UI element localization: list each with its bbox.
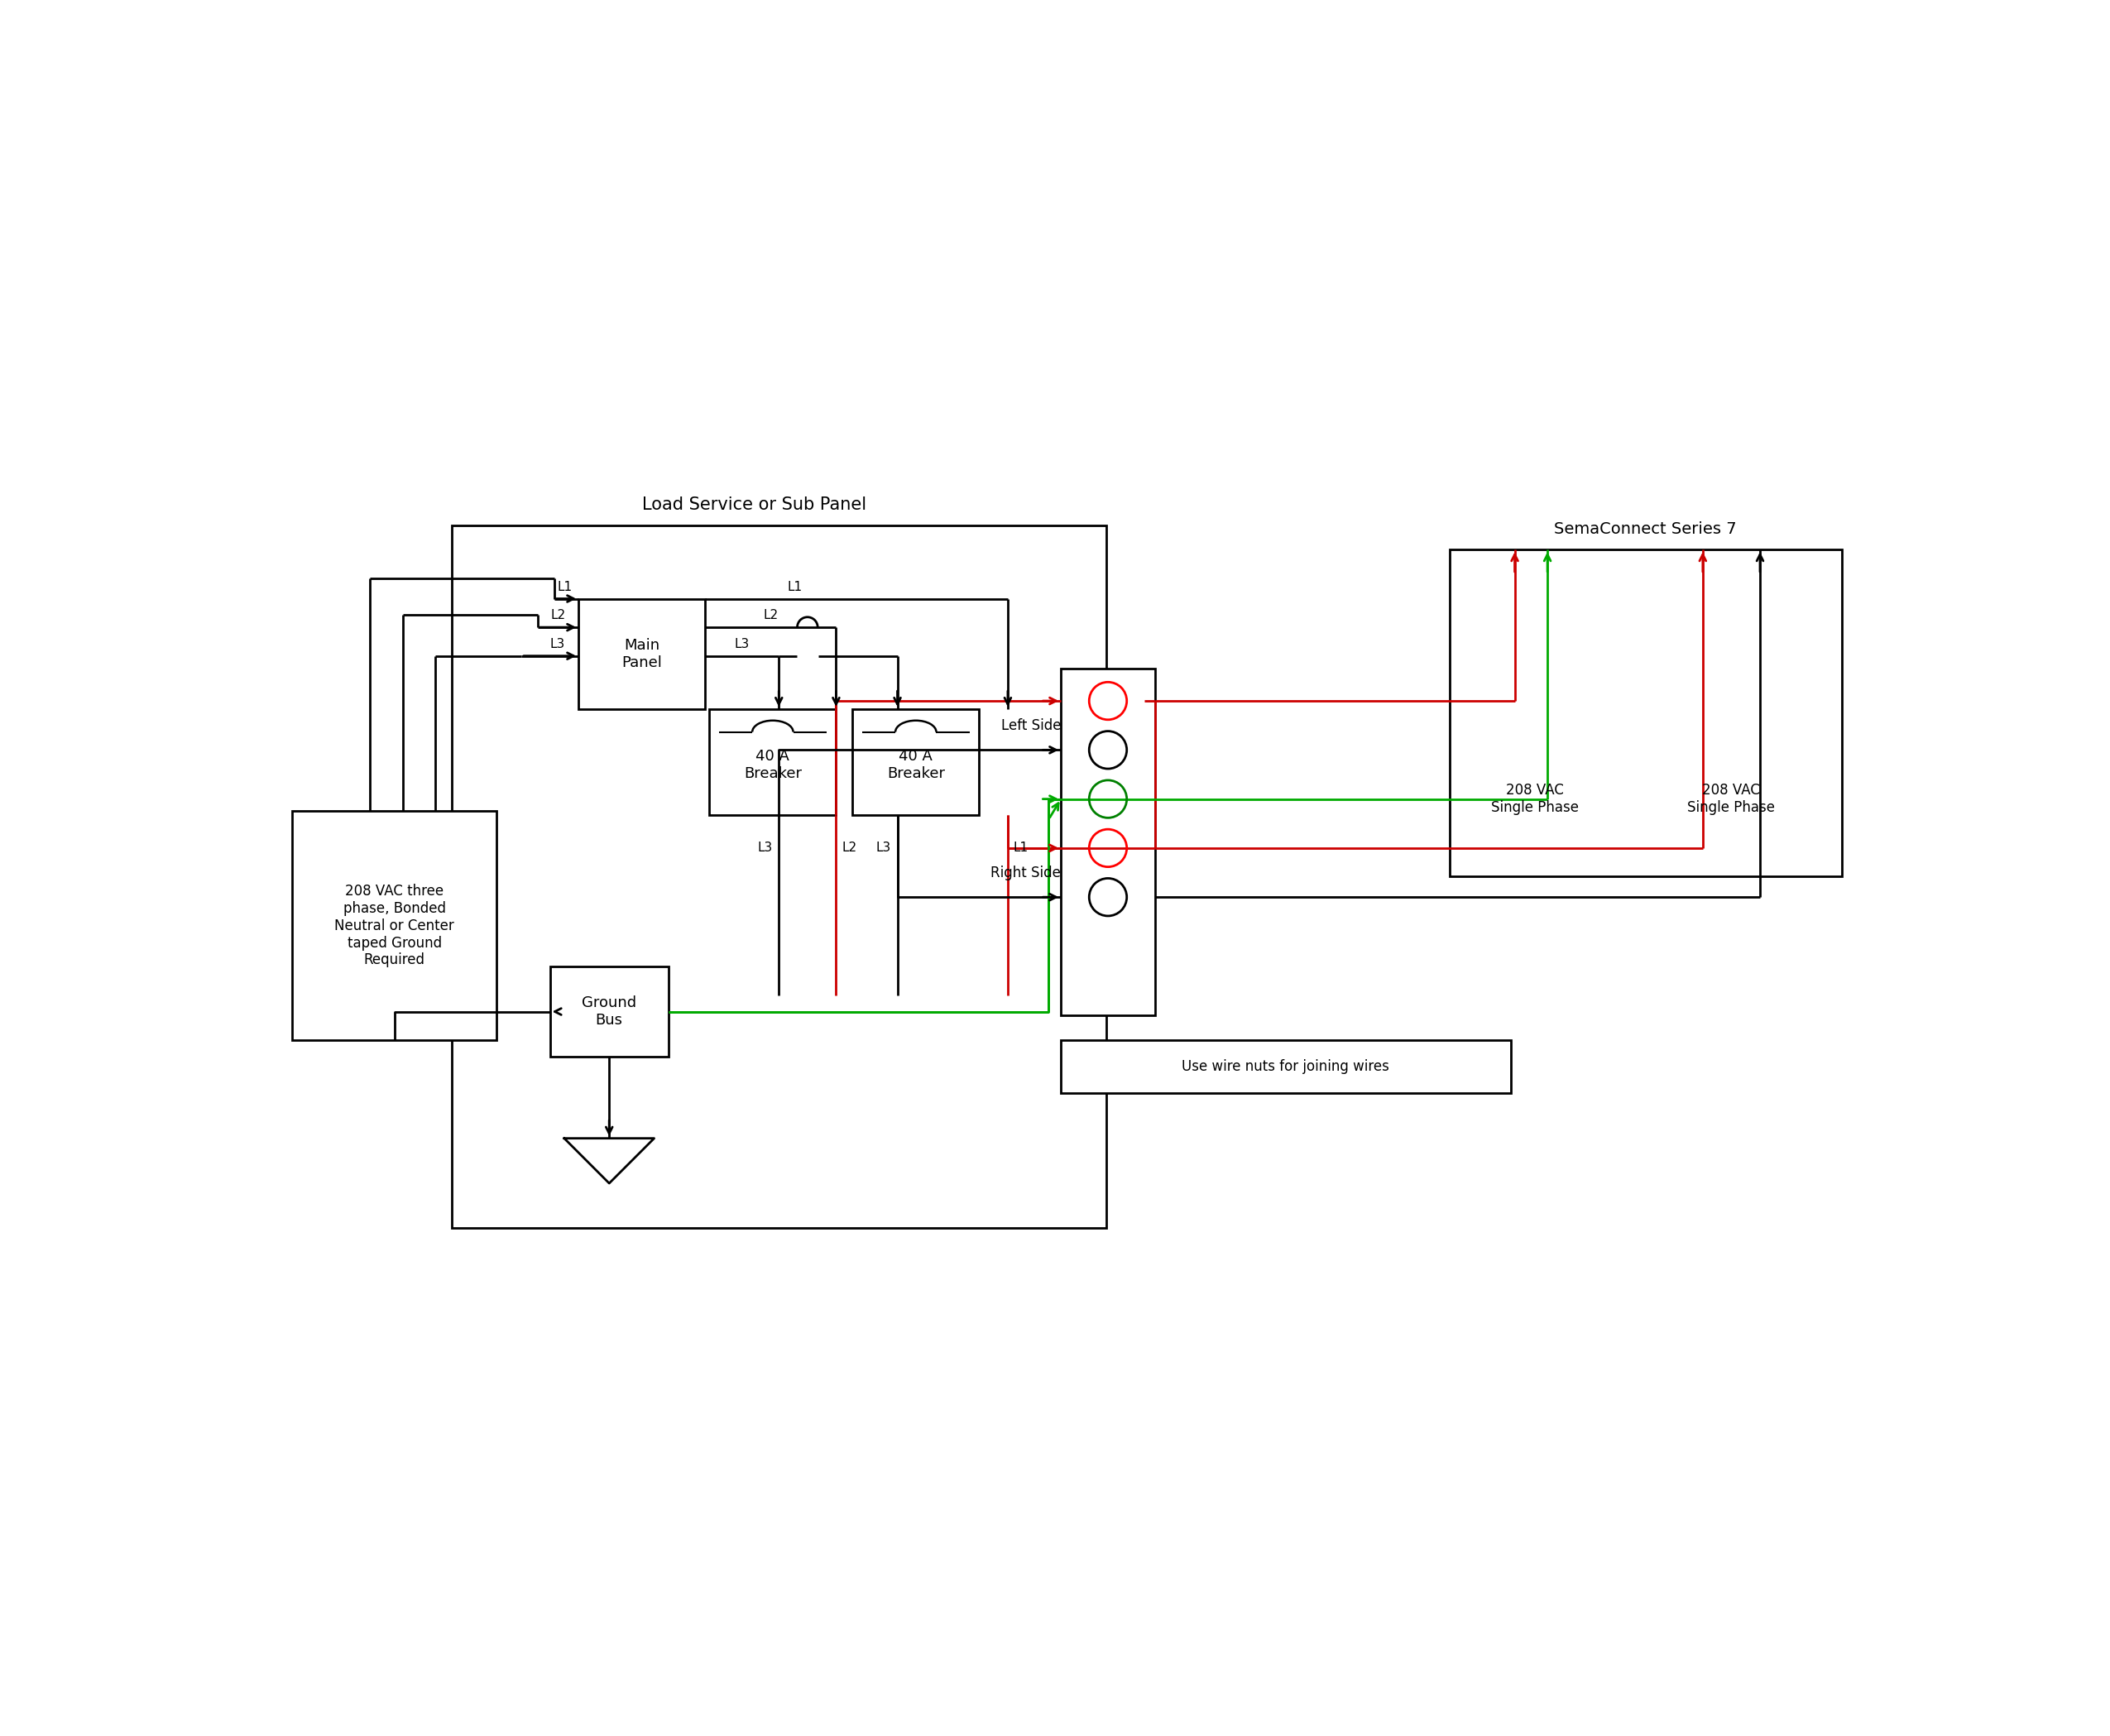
Bar (1450, 550, 1842, 877)
Text: 208 VAC
Single Phase: 208 VAC Single Phase (1492, 783, 1578, 814)
Text: 208 VAC three
phase, Bonded
Neutral or Center
taped Ground
Required: 208 VAC three phase, Bonded Neutral or C… (335, 884, 454, 967)
Bar (578, 599, 705, 708)
Bar (551, 967, 669, 1057)
Text: SemaConnect Series 7: SemaConnect Series 7 (1555, 521, 1737, 538)
Text: Right Side: Right Side (992, 865, 1061, 880)
Text: Left Side: Left Side (1000, 719, 1061, 733)
Text: L2: L2 (551, 609, 565, 621)
Text: L3: L3 (876, 842, 890, 854)
Text: L2: L2 (842, 842, 857, 854)
Text: Use wire nuts for joining wires: Use wire nuts for joining wires (1182, 1059, 1390, 1075)
Bar (852, 708, 979, 816)
Text: 40 A
Breaker: 40 A Breaker (886, 748, 945, 781)
Bar (452, 524, 1106, 1229)
Text: Load Service or Sub Panel: Load Service or Sub Panel (641, 496, 867, 512)
Text: L3: L3 (757, 842, 772, 854)
Bar (293, 811, 496, 1040)
Text: L3: L3 (551, 637, 565, 651)
Text: L2: L2 (764, 609, 779, 621)
Text: L1: L1 (1013, 842, 1028, 854)
Bar (709, 708, 836, 816)
Text: Ground
Bus: Ground Bus (582, 995, 637, 1028)
Text: L1: L1 (787, 580, 802, 594)
Bar (1061, 668, 1154, 1016)
Text: Main
Panel: Main Panel (622, 637, 663, 670)
Text: L3: L3 (734, 637, 749, 651)
Text: 40 A
Breaker: 40 A Breaker (743, 748, 802, 781)
Bar (1061, 1040, 1511, 1094)
Text: L1: L1 (557, 580, 572, 594)
Text: 208 VAC
Single Phase: 208 VAC Single Phase (1688, 783, 1775, 814)
